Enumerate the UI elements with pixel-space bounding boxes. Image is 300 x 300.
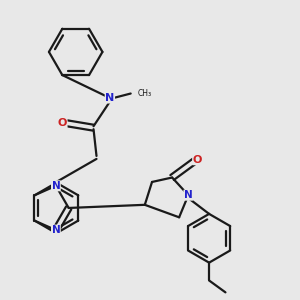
Text: N: N [52, 225, 60, 235]
Text: O: O [58, 118, 67, 128]
Text: N: N [105, 93, 115, 103]
Text: CH₃: CH₃ [138, 89, 152, 98]
Text: N: N [52, 181, 60, 191]
Text: N: N [184, 190, 193, 200]
Text: O: O [193, 155, 202, 165]
